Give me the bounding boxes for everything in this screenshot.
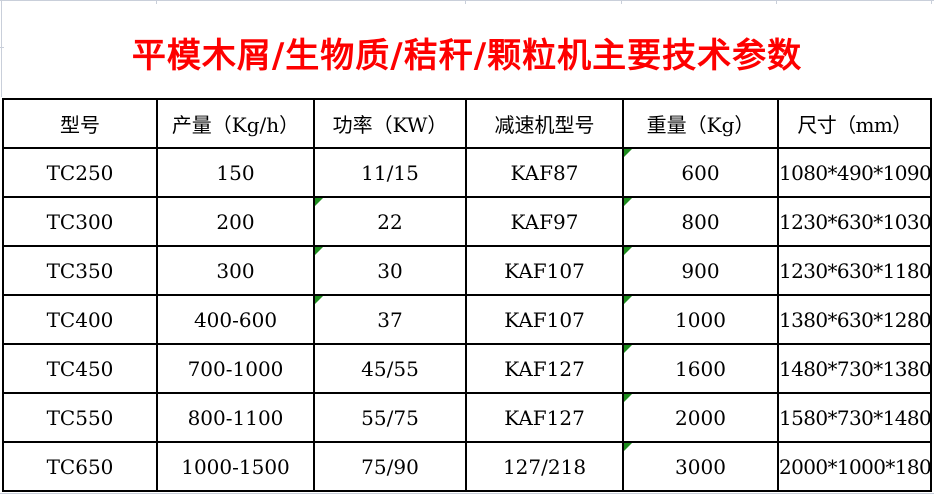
error-indicator-icon <box>316 248 323 255</box>
faint-gridline-tick <box>465 0 466 4</box>
cell-reducer: KAF107 <box>465 294 624 345</box>
header-cell-dimensions: 尺寸（mm） <box>777 98 932 149</box>
cell-model: TC300 <box>2 196 158 247</box>
faint-gridline-tick <box>156 0 157 4</box>
cell-output: 300 <box>156 245 315 296</box>
cell-dimensions: 2000*1000*1800 <box>777 441 932 492</box>
header-cell-weight: 重量（Kg） <box>622 98 779 149</box>
cell-power: 75/90 <box>313 441 467 492</box>
cell-model: TC350 <box>2 245 158 296</box>
header-cell-reducer: 减速机型号 <box>465 98 624 149</box>
cell-dimensions: 1080*490*1090 <box>777 147 932 198</box>
cell-dimensions: 1480*730*1380 <box>777 343 932 394</box>
cell-reducer: KAF97 <box>465 196 624 247</box>
faint-gridline-tick <box>621 0 622 4</box>
faint-gridline-tick <box>776 0 777 4</box>
spec-table: 型号 产量（Kg/h） 功率（KW） 减速机型号 重量（Kg） 尺寸（mm） TC250 1… <box>2 98 932 492</box>
cell-output: 700-1000 <box>156 343 315 394</box>
cell-power: 55/75 <box>313 392 467 443</box>
error-indicator-icon <box>625 346 632 353</box>
cell-power: 30 <box>313 245 467 296</box>
error-indicator-icon <box>316 297 323 304</box>
cell-weight: 600 <box>622 147 779 198</box>
cell-reducer: KAF127 <box>465 392 624 443</box>
cell-power: 45/55 <box>313 343 467 394</box>
cell-dimensions: 1580*730*1480 <box>777 392 932 443</box>
cell-reducer: KAF107 <box>465 245 624 296</box>
faint-gridline-left <box>1 0 2 97</box>
cell-power: 11/15 <box>313 147 467 198</box>
cell-dimensions: 1230*630*1180 <box>777 245 932 296</box>
table-row-TC250: TC250 150 11/15 KAF87 600 1080*490*1090 <box>2 147 932 198</box>
table-row-TC300: TC300 200 22 KAF97 800 1230*630*1030 <box>2 196 932 247</box>
cell-weight: 1000 <box>622 294 779 345</box>
cell-model: TC550 <box>2 392 158 443</box>
header-row: 型号 产量（Kg/h） 功率（KW） 减速机型号 重量（Kg） 尺寸（mm） <box>2 98 932 149</box>
page-title: 平模木屑/生物质/秸秆/颗粒机主要技术参数 <box>131 36 803 76</box>
cell-model: TC450 <box>2 343 158 394</box>
table-row-TC550: TC550 800-1100 55/75 KAF127 2000 1580*730*148… <box>2 392 932 443</box>
cell-output: 1000-1500 <box>156 441 315 492</box>
faint-gridline-tick <box>931 0 932 4</box>
faint-gridline-left-tick <box>0 47 4 48</box>
cell-output: 200 <box>156 196 315 247</box>
table-row-TC650: TC650 1000-1500 75/90 127/218 3000 2000*1000*… <box>2 441 932 492</box>
error-indicator-icon <box>625 199 632 206</box>
table-row-TC400: TC400 400-600 37 KAF107 1000 1380*630*1280 <box>2 294 932 345</box>
cell-output: 400-600 <box>156 294 315 345</box>
header-cell-model: 型号 <box>2 98 158 149</box>
faint-gridline-top <box>0 0 934 1</box>
cell-weight: 1600 <box>622 343 779 394</box>
header-cell-output: 产量（Kg/h） <box>156 98 315 149</box>
cell-reducer: KAF127 <box>465 343 624 394</box>
cell-weight: 3000 <box>622 441 779 492</box>
error-indicator-icon <box>625 444 632 451</box>
cell-model: TC250 <box>2 147 158 198</box>
header-cell-power: 功率（KW） <box>313 98 467 149</box>
error-indicator-icon <box>625 395 632 402</box>
cell-weight: 900 <box>622 245 779 296</box>
cell-weight: 800 <box>622 196 779 247</box>
cell-power: 22 <box>313 196 467 247</box>
error-indicator-icon <box>316 199 323 206</box>
cell-dimensions: 1380*630*1280 <box>777 294 932 345</box>
cell-model: TC650 <box>2 441 158 492</box>
cell-reducer: KAF87 <box>465 147 624 198</box>
cell-dimensions: 1230*630*1030 <box>777 196 932 247</box>
faint-gridline-tick <box>1 0 2 4</box>
table-row-TC350: TC350 300 30 KAF107 900 1230*630*1180 <box>2 245 932 296</box>
cell-reducer: 127/218 <box>465 441 624 492</box>
cell-power: 37 <box>313 294 467 345</box>
cell-model: TC400 <box>2 294 158 345</box>
table-row-TC450: TC450 700-1000 45/55 KAF127 1600 1480*730*138… <box>2 343 932 394</box>
cell-output: 800-1100 <box>156 392 315 443</box>
error-indicator-icon <box>625 297 632 304</box>
error-indicator-icon <box>625 150 632 157</box>
cell-weight: 2000 <box>622 392 779 443</box>
error-indicator-icon <box>625 248 632 255</box>
cell-output: 150 <box>156 147 315 198</box>
